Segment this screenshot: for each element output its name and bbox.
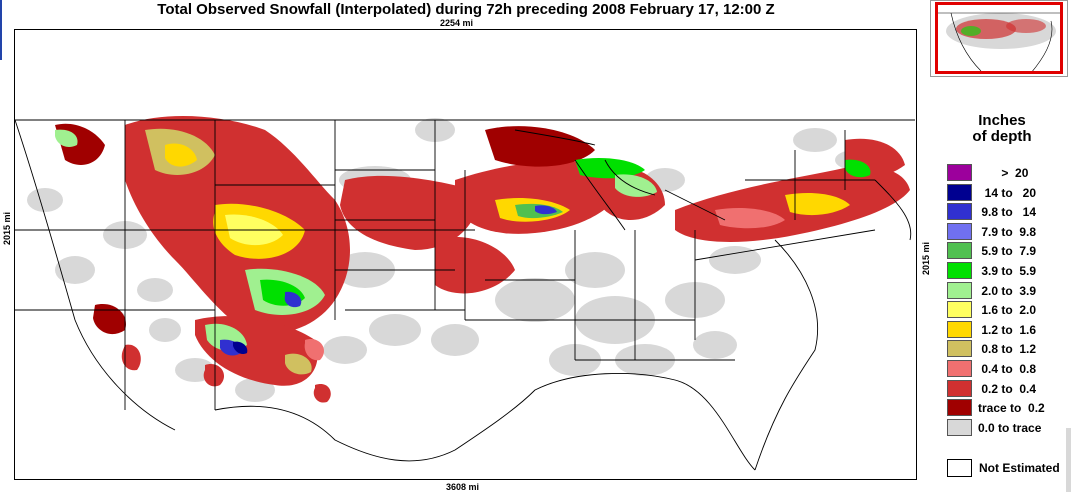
legend-label: > 20 [978,166,1029,180]
legend-swatch [947,222,972,240]
bottom-scale-label: 3608 mi [446,482,480,492]
snowfall-map[interactable] [14,29,917,480]
legend-item: 5.9 to 7.9 [947,241,1071,261]
legend-label: 1.6 to 2.0 [978,303,1037,318]
legend-label: 9.8 to 14 [978,205,1037,220]
legend-label: 0.0 to trace [978,420,1042,435]
legend-swatch [947,320,972,338]
legend-label: 0.4 to 0.8 [978,361,1037,376]
legend-swatch [947,203,972,221]
legend-swatch [947,183,972,201]
legend-swatch [947,281,972,299]
legend-item: 0.2 to 0.4 [947,379,1071,399]
locator-inset-svg [936,12,1061,74]
legend-label: 5.9 to 7.9 [978,244,1037,259]
top-scale-label: 2254 mi [440,18,474,28]
legend-swatch [947,359,972,377]
legend-item: 9.8 to 14 [947,202,1071,222]
snowfall-map-svg [15,115,915,471]
legend-swatch [947,379,972,397]
legend-label: trace to 0.2 [978,401,1045,416]
legend-item: 0.4 to 0.8 [947,359,1071,379]
legend-item: 2.0 to 3.9 [947,281,1071,301]
legend-swatch [947,418,972,436]
legend-swatch [947,340,972,358]
legend-item: 3.9 to 5.9 [947,261,1071,281]
legend-title-line2: of depth [972,128,1032,145]
not-estimated-swatch [947,459,972,477]
left-scale-label: 2015 mi [2,211,12,245]
legend: > 20 14 to 20 9.8 to 14 7.9 to 9.8 5.9 t… [947,163,1071,437]
legend-label: 3.9 to 5.9 [978,263,1037,278]
legend-label: 7.9 to 9.8 [978,224,1037,239]
legend-item: 1.2 to 1.6 [947,320,1071,340]
legend-item: 0.0 to trace [947,418,1071,438]
legend-item: 0.8 to 1.2 [947,339,1071,359]
legend-title: Inches of depth [935,113,1069,145]
map-title: Total Observed Snowfall (Interpolated) d… [157,1,775,18]
legend-label: 0.2 to 0.4 [978,381,1037,396]
moderate-snow-layer [55,128,871,375]
legend-label: 0.8 to 1.2 [978,342,1037,357]
legend-swatch [947,301,972,319]
legend-item: trace to 0.2 [947,398,1071,418]
locator-inset-map[interactable] [930,0,1068,77]
legend-swatch [947,242,972,260]
legend-item: > 20 [947,163,1071,183]
not-estimated-label: Not Estimated [979,461,1060,475]
legend-swatch [947,164,972,181]
boundary-lines [15,119,915,471]
legend-label: 2.0 to 3.9 [978,283,1037,298]
legend-item: 1.6 to 2.0 [947,300,1071,320]
legend-label: 1.2 to 1.6 [978,322,1037,337]
window-edge-marker [0,0,2,60]
legend-label: 14 to 20 [978,185,1037,200]
legend-swatch [947,261,972,279]
scrollbar-edge[interactable] [1066,428,1071,492]
right-scale-label: 2015 mi [921,241,931,275]
legend-item: 14 to 20 [947,183,1071,203]
legend-title-line1: Inches [978,112,1026,129]
legend-swatch [947,399,972,417]
legend-item: 7.9 to 9.8 [947,222,1071,242]
